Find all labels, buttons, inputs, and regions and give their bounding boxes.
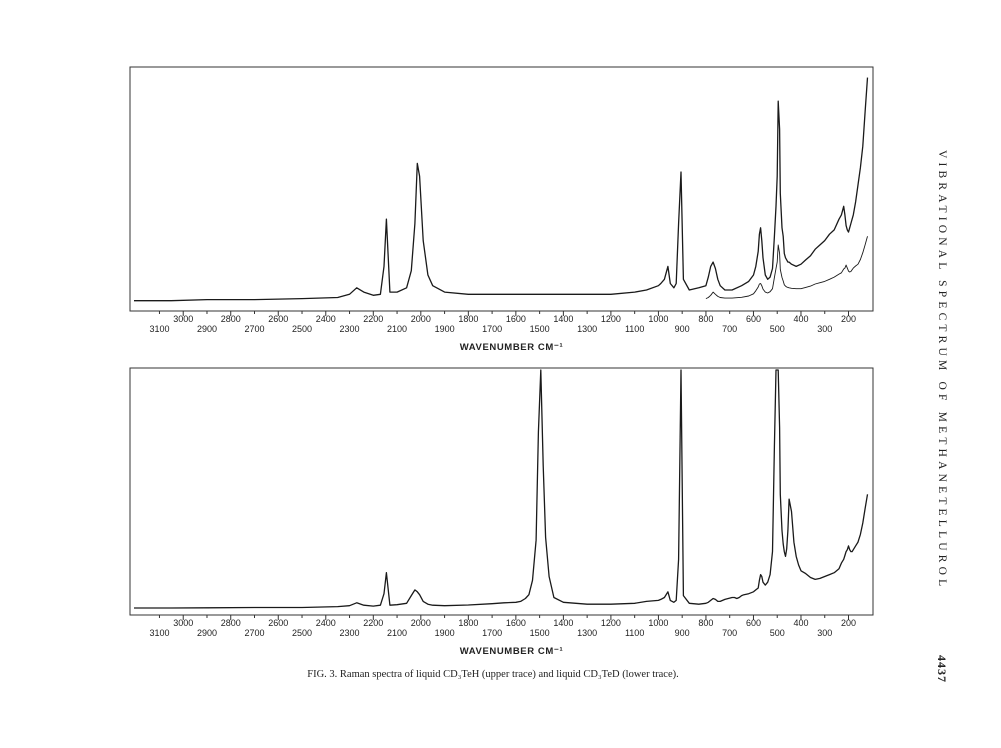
lower-tick-label: 1900: [435, 324, 455, 334]
upper-tick-label: 2600: [268, 314, 288, 324]
upper-tick-label: 3000: [173, 314, 193, 324]
upper-tick-label: 1600: [506, 618, 526, 628]
upper-tick-label: 1600: [506, 314, 526, 324]
lower-tick-label: 2100: [387, 324, 407, 334]
lower-tick-label: 2900: [197, 628, 217, 638]
upper-tick-label: 2400: [316, 314, 336, 324]
x-axis-title: WAVENUMBER CM⁻¹: [460, 342, 564, 353]
upper-tick-label: 1000: [648, 618, 668, 628]
upper-spectrum-panel: 3000 2800 2600 2400 2200 2000 1800 1600 1400 1200…: [129, 66, 874, 353]
upper-tick-label: 2000: [411, 618, 431, 628]
lower-tick-label: 1900: [435, 628, 455, 638]
upper-tick-label: 1400: [553, 618, 573, 628]
lower-tick-label: 1100: [625, 628, 644, 638]
figure-caption: FIG. 3. Raman spectra of liquid CD₃TeH (…: [307, 669, 679, 680]
lower-tick-label: 1500: [530, 324, 550, 334]
lower-tick-label: 700: [722, 628, 737, 638]
lower-tick-label: 1500: [530, 628, 550, 638]
lower-tick-label: 2700: [244, 324, 264, 334]
upper-tick-label: 2200: [363, 618, 383, 628]
running-head: VIBRATIONAL SPECTRUM OF METHANETELLUROL: [936, 150, 948, 591]
upper-tick-label: 1000: [648, 314, 668, 324]
lower-tick-label: 500: [770, 628, 785, 638]
upper-tick-label: 1800: [458, 314, 478, 324]
lower-tick-label: 2500: [292, 324, 312, 334]
lower-tick-label: 500: [770, 324, 785, 334]
lower-tick-label: 1700: [482, 628, 502, 638]
page-number: 4437: [935, 655, 949, 683]
upper-tick-label: 400: [793, 618, 808, 628]
lower-tick-label: 3100: [149, 628, 169, 638]
lower-tick-label: 2100: [387, 628, 407, 638]
upper-tick-label: 2400: [316, 618, 336, 628]
upper-trace-2: [705, 236, 868, 300]
lower-spectrum-panel: 3000 2800 2600 2400 2200 2000 1800 1600 1400 1200…: [129, 367, 874, 657]
upper-tick-label: 1400: [553, 314, 573, 324]
upper-tick-label: 1200: [601, 618, 621, 628]
upper-tick-label: 1800: [458, 618, 478, 628]
lower-tick-label: 900: [675, 324, 690, 334]
upper-tick-label: 2200: [363, 314, 383, 324]
lower-trace-1: [134, 369, 869, 609]
lower-tick-label: 2900: [197, 324, 217, 334]
upper-tick-label: 400: [793, 314, 808, 324]
lower-tick-label: 1300: [577, 628, 597, 638]
lower-tick-label: 900: [675, 628, 690, 638]
upper-tick-label: 600: [746, 618, 761, 628]
lower-tick-label: 2300: [340, 628, 360, 638]
upper-trace-1: [134, 77, 869, 302]
upper-tick-label: 1200: [601, 314, 621, 324]
upper-tick-label: 2600: [268, 618, 288, 628]
lower-tick-label: 300: [817, 324, 832, 334]
upper-tick-label: 2800: [221, 314, 241, 324]
lower-tick-label: 1100: [625, 324, 644, 334]
upper-tick-label: 800: [698, 618, 713, 628]
lower-tick-label: 2300: [340, 324, 360, 334]
lower-tick-label: 1300: [577, 324, 597, 334]
lower-tick-label: 300: [817, 628, 832, 638]
upper-tick-label: 200: [841, 314, 856, 324]
lower-tick-label: 1700: [482, 324, 502, 334]
upper-tick-label: 2800: [221, 618, 241, 628]
lower-tick-label: 3100: [149, 324, 169, 334]
upper-tick-label: 200: [841, 618, 856, 628]
lower-tick-label: 2700: [244, 628, 264, 638]
upper-tick-label: 600: [746, 314, 761, 324]
lower-tick-label: 700: [722, 324, 737, 334]
plot-frame: [129, 367, 874, 616]
lower-tick-label: 2500: [292, 628, 312, 638]
upper-tick-label: 2000: [411, 314, 431, 324]
plot-frame: [129, 66, 874, 312]
upper-tick-label: 3000: [173, 618, 193, 628]
x-axis-title: WAVENUMBER CM⁻¹: [460, 646, 564, 657]
upper-tick-label: 800: [698, 314, 713, 324]
